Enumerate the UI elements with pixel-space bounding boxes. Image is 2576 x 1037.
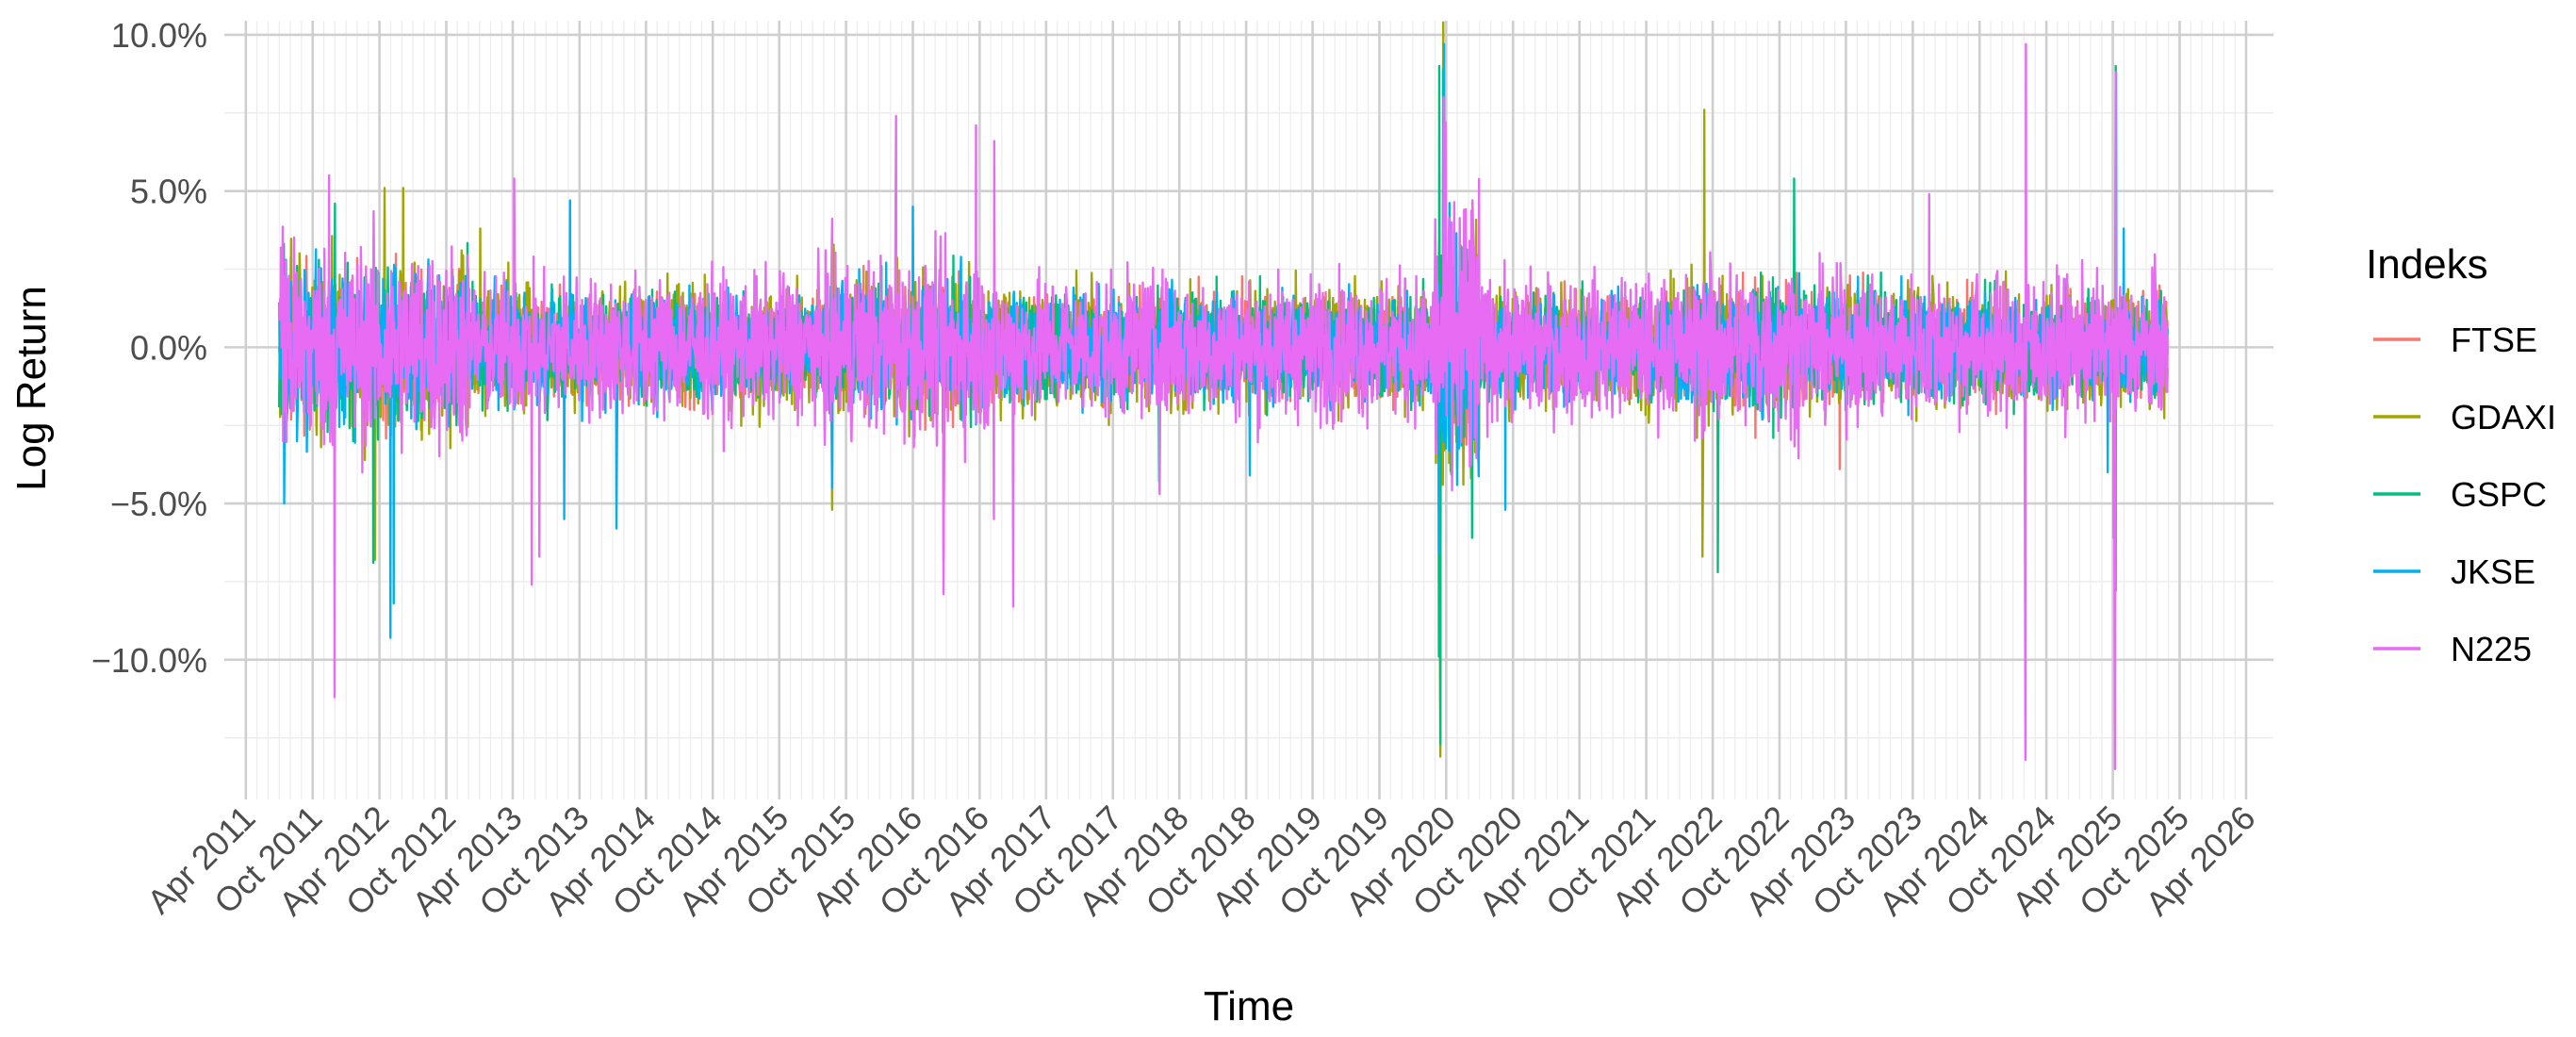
y-axis-tick-labels: −10.0% −5.0% 0.0% 5.0% 10.0% xyxy=(91,16,207,680)
legend-label-gdaxi: GDAXI xyxy=(2451,398,2556,436)
series-line-n225 xyxy=(277,42,2169,771)
y-tick-label: 10.0% xyxy=(111,16,207,55)
y-tick-label: −10.0% xyxy=(91,641,207,680)
y-tick-label: 0.0% xyxy=(130,328,207,367)
legend: Indeks FTSE GDAXI GSPC JKSE N225 xyxy=(2366,241,2556,668)
y-tick-label: 5.0% xyxy=(130,173,207,211)
legend-label-jkse: JKSE xyxy=(2451,552,2535,591)
y-axis-title: Log Return xyxy=(8,286,55,491)
series-lines xyxy=(277,21,2169,771)
legend-label-ftse: FTSE xyxy=(2451,321,2537,359)
x-axis-title: Time xyxy=(1204,983,1294,1029)
legend-label-gspc: GSPC xyxy=(2451,475,2547,514)
legend-title: Indeks xyxy=(2366,241,2488,288)
legend-label-n225: N225 xyxy=(2451,630,2532,668)
y-tick-label: −5.0% xyxy=(110,485,207,523)
